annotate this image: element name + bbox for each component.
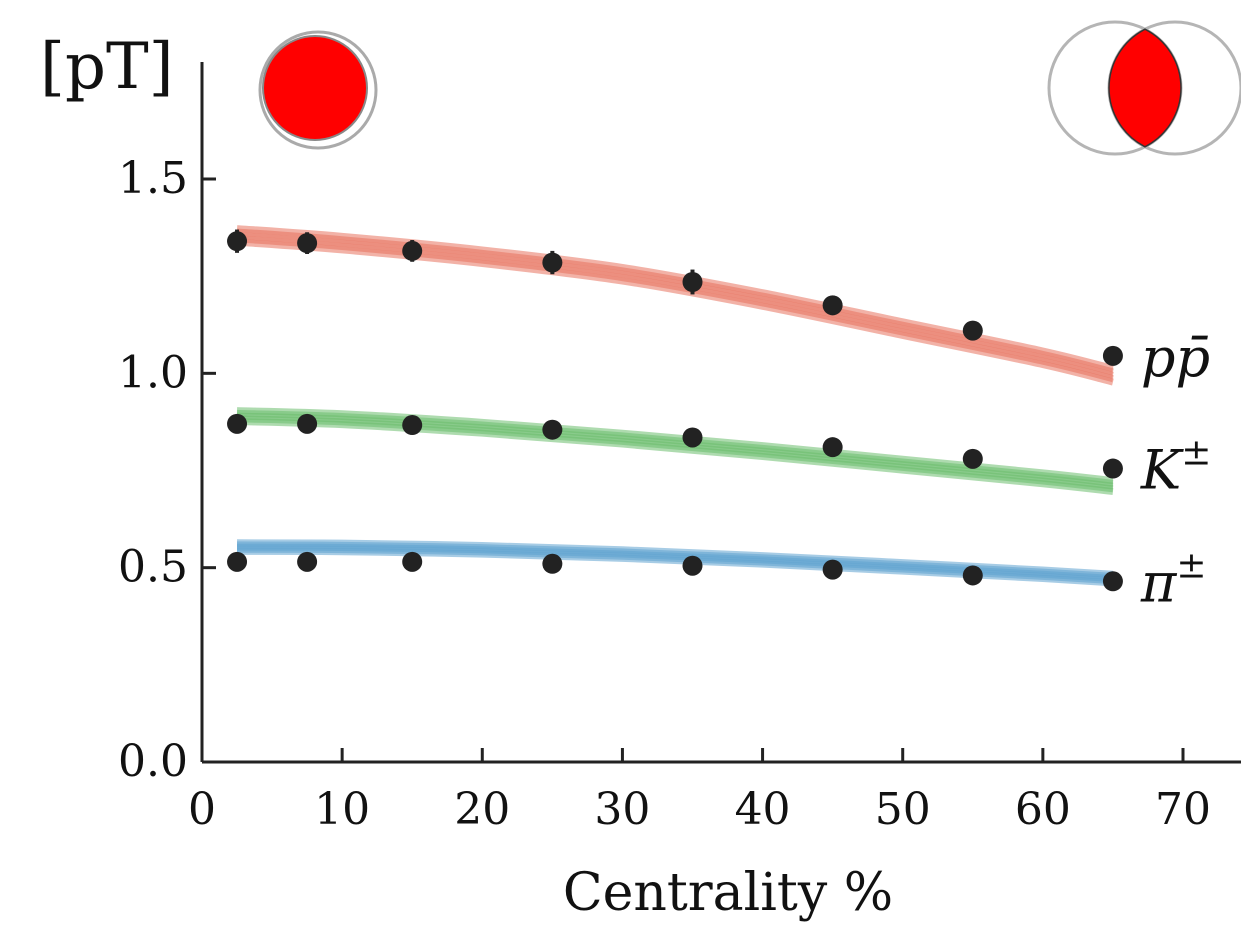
data-point <box>542 553 563 574</box>
data-point <box>682 555 703 576</box>
data-point <box>962 320 983 341</box>
x-axis-title: Centrality % <box>563 863 893 923</box>
series-label: π± <box>1140 545 1207 614</box>
axes: 0 10 20 30 40 50 60 70 0.0 0.5 1.0 1.5 <box>118 62 1241 835</box>
data-points <box>227 229 1123 592</box>
overlap-region <box>1108 28 1182 148</box>
x-tick-label: 10 <box>314 784 370 835</box>
x-tick-label: 0 <box>188 784 216 835</box>
data-point <box>542 252 563 273</box>
overlap-region <box>262 35 368 141</box>
data-point <box>822 559 843 580</box>
data-point <box>1102 458 1123 479</box>
series-label-superscript: ± <box>1181 433 1211 474</box>
model-bands <box>236 225 1114 587</box>
series-labels: pp̄ K± π± <box>1140 326 1212 614</box>
model-band <box>236 225 1114 386</box>
data-point <box>227 413 248 434</box>
data-point <box>297 233 318 254</box>
x-tick-label: 20 <box>454 784 510 835</box>
x-tick-label: 60 <box>1015 784 1071 835</box>
data-point <box>402 240 423 261</box>
series-label-superscript: ± <box>1176 545 1206 586</box>
y-tick-label: 0.5 <box>118 542 188 593</box>
x-tick-label: 40 <box>735 784 791 835</box>
model-band <box>236 407 1114 495</box>
x-tick-label: 30 <box>594 784 650 835</box>
data-point <box>962 565 983 586</box>
data-point <box>402 415 423 436</box>
model-band-strand <box>236 238 1114 386</box>
data-point <box>297 413 318 434</box>
x-tick-label: 50 <box>875 784 931 835</box>
data-point <box>402 551 423 572</box>
data-point <box>297 551 318 572</box>
collision-icons <box>258 20 1241 156</box>
series-label: pp̄ <box>1141 326 1210 389</box>
model-band-strand <box>236 235 1114 383</box>
data-point <box>1102 571 1123 592</box>
data-point <box>822 437 843 458</box>
data-point <box>227 231 248 252</box>
y-axis-label: [pT] <box>40 30 174 104</box>
peripheral-collision-icon <box>1047 20 1241 156</box>
data-point <box>822 295 843 316</box>
data-point <box>682 271 703 292</box>
data-point <box>227 551 248 572</box>
data-point <box>682 427 703 448</box>
y-tick-label: 1.0 <box>118 347 188 398</box>
model-band-strand <box>236 407 1114 485</box>
data-point <box>1102 345 1123 366</box>
model-band <box>237 539 1114 587</box>
central-collision-icon <box>258 30 378 150</box>
y-tick-label: 0.0 <box>118 736 188 787</box>
y-tick-label: 1.5 <box>118 153 188 204</box>
x-tick-label: 70 <box>1155 784 1211 835</box>
model-band-strand <box>237 539 1114 578</box>
model-band-strand <box>236 225 1114 372</box>
nucleus-outline <box>258 30 378 150</box>
data-point <box>542 419 563 440</box>
series-label: K± <box>1140 433 1212 502</box>
data-point <box>962 448 983 469</box>
